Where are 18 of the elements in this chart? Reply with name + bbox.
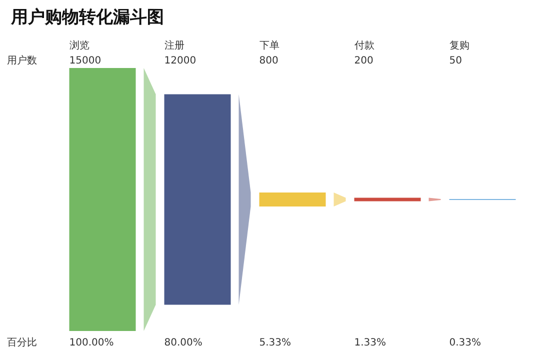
category-label: 下单: [259, 40, 280, 52]
category-label: 浏览: [69, 40, 90, 52]
data-label: 100.00%: [69, 338, 114, 348]
text: 百分比: [7, 336, 37, 348]
data-label: 5.33%: [259, 338, 292, 348]
data-label: 200: [354, 56, 374, 66]
data-label: 80.00%: [164, 338, 202, 348]
category-label: 注册: [164, 40, 184, 52]
category-label: 付款: [354, 40, 374, 52]
text: 用户数: [7, 54, 37, 66]
data-label: 15000: [69, 56, 102, 66]
data-label: 0.33%: [449, 338, 482, 348]
data-label: 12000: [164, 56, 196, 66]
data-label: 50: [449, 56, 462, 66]
category-label: 复购: [449, 40, 470, 52]
text: 用户购物转化漏斗图: [10, 8, 164, 28]
data-label: 800: [259, 56, 278, 66]
data-label: 1.33%: [354, 338, 386, 348]
